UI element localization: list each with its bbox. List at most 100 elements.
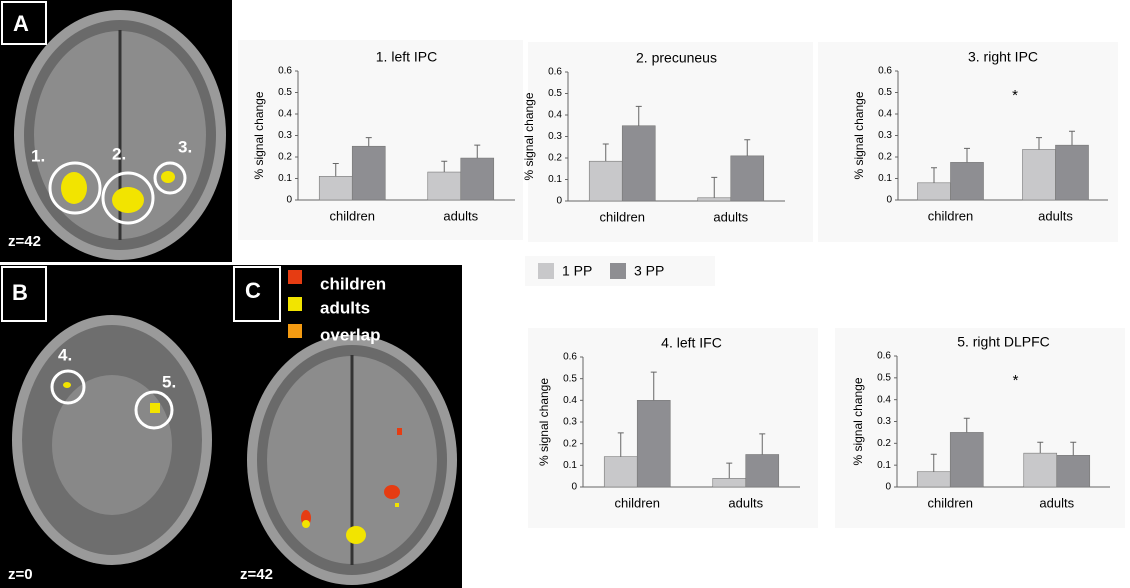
y-axis-label: % signal change (537, 378, 551, 466)
y-tick-label: 0.2 (563, 438, 577, 449)
y-tick-label: 0 (556, 196, 562, 207)
chart-title: 4. left IFC (661, 335, 722, 351)
bar (589, 161, 622, 201)
activation (397, 428, 402, 435)
slice-label: z=42 (240, 566, 273, 583)
activation (395, 503, 399, 507)
roi-label: 3. (178, 137, 192, 156)
y-tick-label: 0.1 (278, 173, 292, 184)
y-tick-label: 0.4 (878, 109, 892, 120)
y-tick-label: 0.3 (563, 417, 577, 428)
y-tick-label: 0.1 (877, 460, 891, 471)
y-axis-label: % signal change (252, 91, 266, 179)
chart-title: 5. right DLPFC (957, 334, 1050, 350)
y-tick-label: 0.5 (878, 87, 892, 98)
y-tick-label: 0 (571, 482, 577, 493)
x-tick-label: children (927, 495, 973, 510)
bar (746, 455, 779, 488)
activation (346, 526, 366, 544)
y-tick-label: 0.3 (877, 416, 891, 427)
y-tick-label: 0.1 (548, 174, 562, 185)
y-tick-label: 0.6 (877, 351, 891, 362)
y-tick-label: 0.2 (548, 153, 562, 164)
roi-label: 2. (112, 144, 126, 163)
y-tick-label: 0.5 (278, 87, 292, 98)
x-tick-label: adults (713, 209, 748, 224)
y-tick-label: 0.3 (278, 130, 292, 141)
activation (161, 171, 175, 183)
bar (917, 472, 950, 487)
slice-label: z=0 (8, 566, 33, 583)
y-tick-label: 0.1 (878, 173, 892, 184)
y-tick-label: 0.4 (278, 109, 292, 120)
bar (428, 172, 461, 200)
panel-label: B (12, 280, 28, 305)
bar (918, 183, 951, 200)
bar (1057, 455, 1090, 487)
overlay-swatch (288, 270, 302, 284)
brain-tissue (52, 375, 172, 515)
panel-label: A (13, 11, 29, 36)
activation (61, 172, 87, 204)
roi-label: 5. (162, 372, 176, 391)
activation (384, 485, 400, 499)
overlay-swatch (288, 324, 302, 338)
y-tick-label: 0.5 (877, 372, 891, 383)
bar (622, 126, 655, 201)
bar (319, 176, 352, 200)
bar (604, 457, 637, 487)
y-tick-label: 0 (286, 195, 292, 206)
x-tick-label: children (329, 208, 375, 223)
slice-label: z=42 (8, 233, 41, 250)
bar (461, 158, 494, 200)
figure: 1. 2. 3. A z=42 4. 5. B z=0 C children a… (0, 0, 1130, 588)
y-tick-label: 0.4 (877, 394, 891, 405)
chart-card (528, 42, 813, 242)
x-tick-label: children (928, 208, 974, 223)
bar (951, 162, 984, 200)
y-tick-label: 0.6 (548, 67, 562, 78)
x-tick-label: adults (443, 208, 478, 223)
x-tick-label: adults (1038, 208, 1073, 223)
panel-label: C (245, 278, 261, 303)
bar (637, 400, 670, 487)
chart-title: 2. precuneus (636, 50, 717, 66)
bar (1024, 453, 1057, 487)
y-axis-label: % signal change (852, 91, 866, 179)
bar (1023, 149, 1056, 200)
bar (713, 478, 746, 487)
y-tick-label: 0.6 (563, 352, 577, 363)
chart-title: 1. left IPC (376, 49, 437, 65)
y-tick-label: 0.4 (548, 110, 562, 121)
y-tick-label: 0.5 (548, 88, 562, 99)
y-tick-label: 0 (885, 482, 891, 493)
bar (950, 432, 983, 487)
y-axis-label: % signal change (522, 92, 536, 180)
y-tick-label: 0.5 (563, 373, 577, 384)
activation (63, 382, 71, 388)
significance: * (1013, 372, 1019, 389)
x-tick-label: adults (728, 495, 763, 510)
legend-swatch (610, 263, 626, 279)
y-tick-label: 0.4 (563, 395, 577, 406)
y-tick-label: 0.2 (878, 152, 892, 163)
y-tick-label: 0.3 (548, 131, 562, 142)
y-tick-label: 0.6 (878, 66, 892, 77)
roi-label: 1. (31, 146, 45, 165)
roi-label: 4. (58, 345, 72, 364)
x-tick-label: adults (1039, 495, 1074, 510)
activation (112, 187, 144, 213)
y-axis-label: % signal change (851, 377, 865, 465)
overlay-label: overlap (320, 325, 380, 344)
chart-title: 3. right IPC (968, 49, 1038, 65)
y-tick-label: 0 (886, 195, 892, 206)
activation (302, 520, 310, 528)
y-tick-label: 0.2 (278, 152, 292, 163)
y-tick-label: 0.6 (278, 66, 292, 77)
y-tick-label: 0.3 (878, 130, 892, 141)
y-tick-label: 0.1 (563, 460, 577, 471)
y-tick-label: 0.2 (877, 438, 891, 449)
bar (1056, 145, 1089, 200)
activation (150, 403, 160, 413)
legend-label: 3 PP (634, 263, 664, 279)
